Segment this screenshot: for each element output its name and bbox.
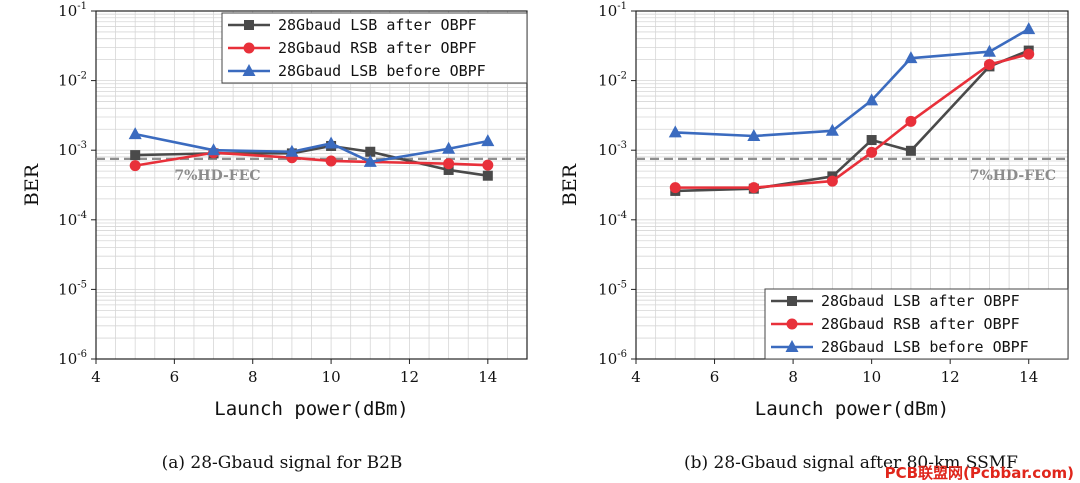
x-tick-label: 8 xyxy=(248,368,258,386)
data-point-circle xyxy=(669,182,681,194)
data-point-triangle xyxy=(207,143,221,156)
y-tick-label: 10-3 xyxy=(58,140,87,159)
data-point-triangle xyxy=(825,123,839,136)
caption-b: (b) 28-Gbaud signal after 80-km SSMF xyxy=(684,453,1018,473)
legend-label: 28Gbaud LSB before OBPF xyxy=(278,62,486,80)
data-point-triangle xyxy=(285,144,299,157)
data-point-triangle xyxy=(324,136,338,149)
legend-marker-square xyxy=(787,296,797,306)
x-tick-label: 6 xyxy=(710,368,720,386)
fec-threshold-label: 7%HD-FEC xyxy=(174,168,260,184)
x-tick-label: 4 xyxy=(91,368,101,386)
x-tick-label: 14 xyxy=(478,368,497,386)
data-point-square xyxy=(905,145,916,156)
legend-marker-circle xyxy=(786,318,798,330)
legend-marker-triangle xyxy=(785,340,799,352)
x-tick-label: 12 xyxy=(400,368,419,386)
fec-threshold-label: 7%HD-FEC xyxy=(970,168,1056,184)
data-point-circle xyxy=(443,158,455,170)
y-tick-label: 10-5 xyxy=(598,279,627,298)
data-point-triangle xyxy=(668,125,682,138)
legend-box xyxy=(764,288,1069,360)
data-point-square xyxy=(482,170,493,181)
y-tick-label: 10-6 xyxy=(58,349,87,368)
x-tick-label: 12 xyxy=(941,368,960,386)
watermark: PCB联盟网(Pcbbar.com) xyxy=(885,464,1074,482)
data-point-triangle xyxy=(904,51,918,64)
y-tick-label: 10-1 xyxy=(58,1,87,20)
y-tick-label: 10-1 xyxy=(598,1,627,20)
legend-label: 28Gbaud LSB after OBPF xyxy=(821,292,1020,310)
x-tick-label: 8 xyxy=(788,368,798,386)
x-axis-label: Launch power(dBm) xyxy=(214,398,408,420)
data-point-circle xyxy=(983,59,995,71)
legend-label: 28Gbaud LSB after OBPF xyxy=(278,16,477,34)
y-tick-label: 10-4 xyxy=(58,210,87,229)
legend-label: 28Gbaud RSB after OBPF xyxy=(278,39,477,57)
data-point-triangle xyxy=(442,141,456,154)
x-tick-label: 4 xyxy=(631,368,641,386)
x-tick-label: 6 xyxy=(170,368,180,386)
x-axis-label: Launch power(dBm) xyxy=(755,398,949,420)
y-tick-label: 10-2 xyxy=(58,71,87,90)
data-point-triangle xyxy=(982,44,996,57)
legend-label: 28Gbaud RSB after OBPF xyxy=(821,315,1020,333)
data-point-square xyxy=(130,150,141,161)
data-point-triangle xyxy=(363,154,377,167)
data-point-circle xyxy=(826,175,838,187)
data-point-circle xyxy=(905,115,917,127)
y-axis-label: BER xyxy=(559,163,581,206)
caption-a: (a) 28-Gbaud signal for B2B xyxy=(162,453,403,473)
y-tick-label: 10-3 xyxy=(598,140,627,159)
data-point-circle xyxy=(482,159,494,171)
y-tick-label: 10-2 xyxy=(598,71,627,90)
panel-a: 4 6 8 10 12 14 10-6 10-5 10-4 10-3 10-2 10-1 Launch … xyxy=(21,1,528,420)
data-point-triangle xyxy=(747,128,761,141)
data-point-square xyxy=(866,135,877,146)
y-tick-label: 10-4 xyxy=(598,210,627,229)
data-point-triangle xyxy=(481,134,495,147)
legend-marker-triangle xyxy=(242,64,256,76)
legend-marker-circle xyxy=(243,42,255,54)
x-tick-label: 10 xyxy=(322,368,341,386)
data-point-circle xyxy=(748,182,760,194)
y-axis-label: BER xyxy=(21,163,43,206)
y-tick-label: 10-6 xyxy=(598,349,627,368)
x-tick-label: 14 xyxy=(1019,368,1038,386)
data-point-square xyxy=(443,164,454,175)
data-point-triangle xyxy=(1022,22,1036,35)
data-point-circle xyxy=(866,146,878,158)
data-point-triangle xyxy=(128,127,142,140)
data-point-square xyxy=(365,146,376,157)
y-tick-label: 10-5 xyxy=(58,279,87,298)
series-line-circle xyxy=(134,151,488,167)
panel-b: 4 6 8 10 12 14 10-6 10-5 10-4 10-3 10-2 10-1 Launch … xyxy=(559,1,1069,420)
legend-box xyxy=(221,12,528,84)
data-point-triangle xyxy=(865,93,879,106)
plot-frame xyxy=(95,10,528,360)
legend-marker-square xyxy=(244,20,254,30)
data-point-circle xyxy=(325,155,337,167)
data-point-circle xyxy=(129,160,141,172)
data-point-circle xyxy=(1023,48,1035,60)
legend-label: 28Gbaud LSB before OBPF xyxy=(821,338,1029,356)
x-tick-label: 10 xyxy=(862,368,881,386)
